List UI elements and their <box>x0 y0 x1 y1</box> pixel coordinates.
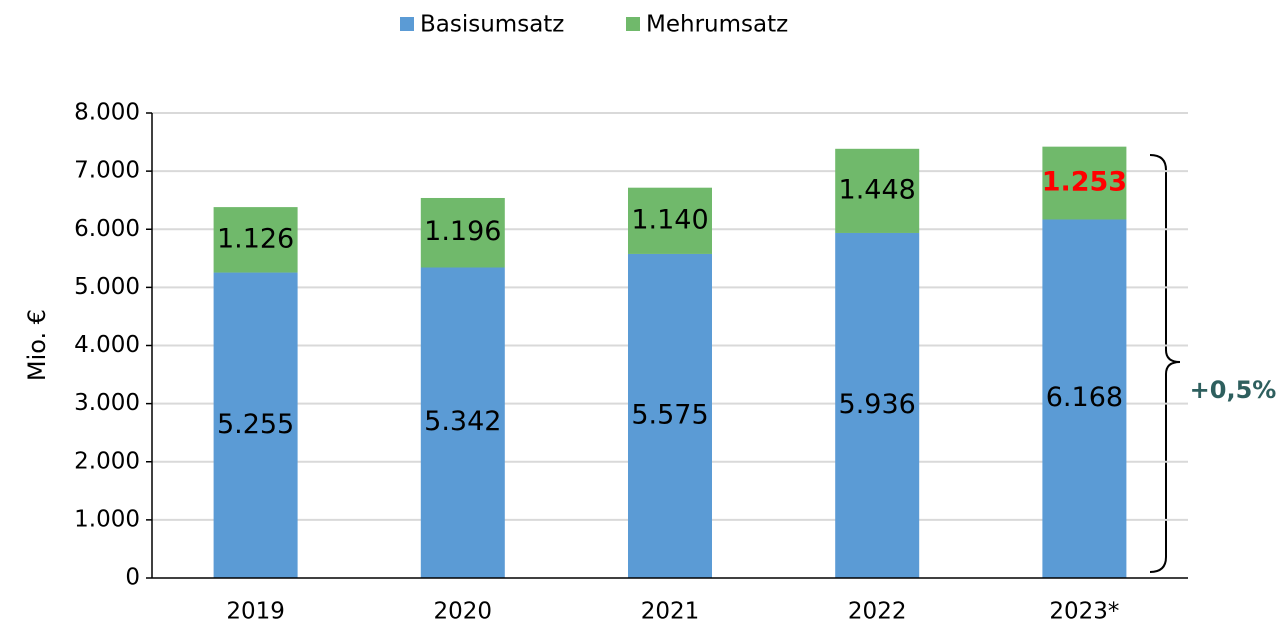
data-label: 5.342 <box>424 406 501 437</box>
y-tick-label: 4.000 <box>74 332 140 358</box>
y-tick-label: 6.000 <box>74 216 140 242</box>
y-tick-label: 8.000 <box>74 100 140 126</box>
bar-segment <box>420 197 505 268</box>
bar-segment <box>213 207 298 273</box>
legend-label: Mehrumsatz <box>646 12 788 38</box>
legend-label: Basisumsatz <box>420 12 564 38</box>
data-label: 5.255 <box>217 409 294 440</box>
x-tick-label: 2021 <box>641 599 700 625</box>
y-axis-label: Mio. € <box>23 309 51 381</box>
y-tick-label: 3.000 <box>74 390 140 416</box>
bar-segment <box>835 232 920 578</box>
y-tick-label: 0 <box>125 565 140 591</box>
x-tick-label: 2019 <box>226 599 285 625</box>
data-label: 6.168 <box>1046 382 1123 413</box>
y-tick-label: 7.000 <box>74 158 140 184</box>
y-tick-label: 5.000 <box>74 274 140 300</box>
data-label: 1.126 <box>217 223 294 254</box>
bar-segment <box>213 272 298 578</box>
legend-swatch <box>400 17 414 31</box>
bar-segment <box>1042 146 1127 220</box>
y-tick-label: 2.000 <box>74 448 140 474</box>
data-label: 1.140 <box>631 204 708 235</box>
bar-segment <box>835 148 920 233</box>
data-label: 1.448 <box>839 174 916 205</box>
data-label: 1.196 <box>424 216 501 247</box>
y-tick-label: 1.000 <box>74 506 140 532</box>
x-tick-label: 2020 <box>434 599 493 625</box>
bar-segment <box>420 267 505 578</box>
x-tick-label: 2023* <box>1049 599 1119 625</box>
data-label: 5.575 <box>631 399 708 430</box>
bar-segment <box>628 253 712 578</box>
x-tick-label: 2022 <box>848 599 907 625</box>
data-label: 1.253 <box>1042 167 1127 198</box>
legend-swatch <box>626 17 640 31</box>
bracket <box>1149 154 1181 573</box>
bar-segment <box>628 187 712 254</box>
bar-segment <box>1042 219 1127 579</box>
annotation: +0,5% <box>1190 376 1277 404</box>
data-label: 5.936 <box>839 389 916 420</box>
